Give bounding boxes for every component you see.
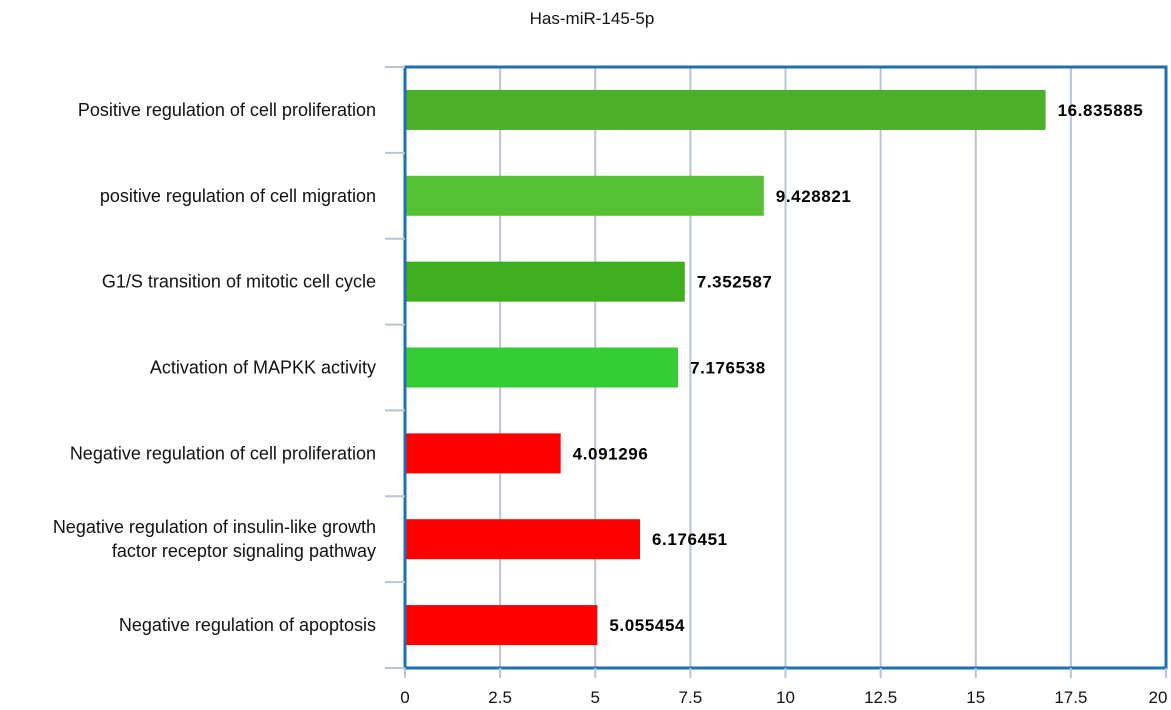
data-label: 7.352587 — [697, 273, 773, 292]
x-tick-label: 2.5 — [488, 688, 512, 707]
x-tick-label: 5 — [591, 688, 600, 707]
bar — [405, 605, 598, 646]
data-label: 4.091296 — [573, 444, 649, 463]
data-label: 9.428821 — [776, 187, 852, 206]
x-axis-tick-labels: 0 2.5 5 7.5 10 12.5 15 17.5 20 — [400, 688, 1167, 707]
bars — [405, 89, 1046, 646]
category-label: positive regulation of cell migration — [100, 186, 376, 206]
category-labels: Positive regulation of cell proliferatio… — [53, 100, 376, 635]
x-tick-label: 10 — [776, 688, 795, 707]
category-label: Positive regulation of cell proliferatio… — [78, 100, 376, 120]
category-label: Negative regulation of cell proliferatio… — [70, 443, 376, 463]
chart-title: Has-miR-145-5p — [530, 9, 655, 28]
grid-lines — [499, 67, 1072, 668]
data-label: 5.055454 — [609, 616, 685, 635]
bar — [405, 261, 685, 302]
data-label: 6.176451 — [652, 530, 728, 549]
category-label: Activation of MAPKK activity — [150, 358, 376, 378]
x-tick-label: 15 — [966, 688, 985, 707]
x-tick-label: 20 — [1149, 688, 1168, 707]
value-labels: 16.835885 9.428821 7.352587 7.176538 4.09129… — [573, 101, 1144, 635]
x-tick-label: 0 — [400, 688, 409, 707]
bar — [405, 433, 561, 474]
bar — [405, 347, 679, 388]
axis-ticks — [385, 66, 1167, 678]
x-tick-label: 17.5 — [1054, 688, 1087, 707]
data-label: 16.835885 — [1058, 101, 1144, 120]
bar — [405, 175, 764, 216]
data-label: 7.176538 — [690, 359, 766, 378]
x-tick-label: 7.5 — [679, 688, 703, 707]
category-label: Negative regulation of apoptosis — [119, 615, 376, 635]
category-label: Negative regulation of insulin-like grow… — [53, 517, 376, 537]
bar — [405, 519, 641, 560]
x-tick-label: 12.5 — [864, 688, 897, 707]
category-label: G1/S transition of mitotic cell cycle — [102, 272, 376, 292]
bar — [405, 89, 1046, 130]
category-label: factor receptor signaling pathway — [112, 541, 376, 561]
